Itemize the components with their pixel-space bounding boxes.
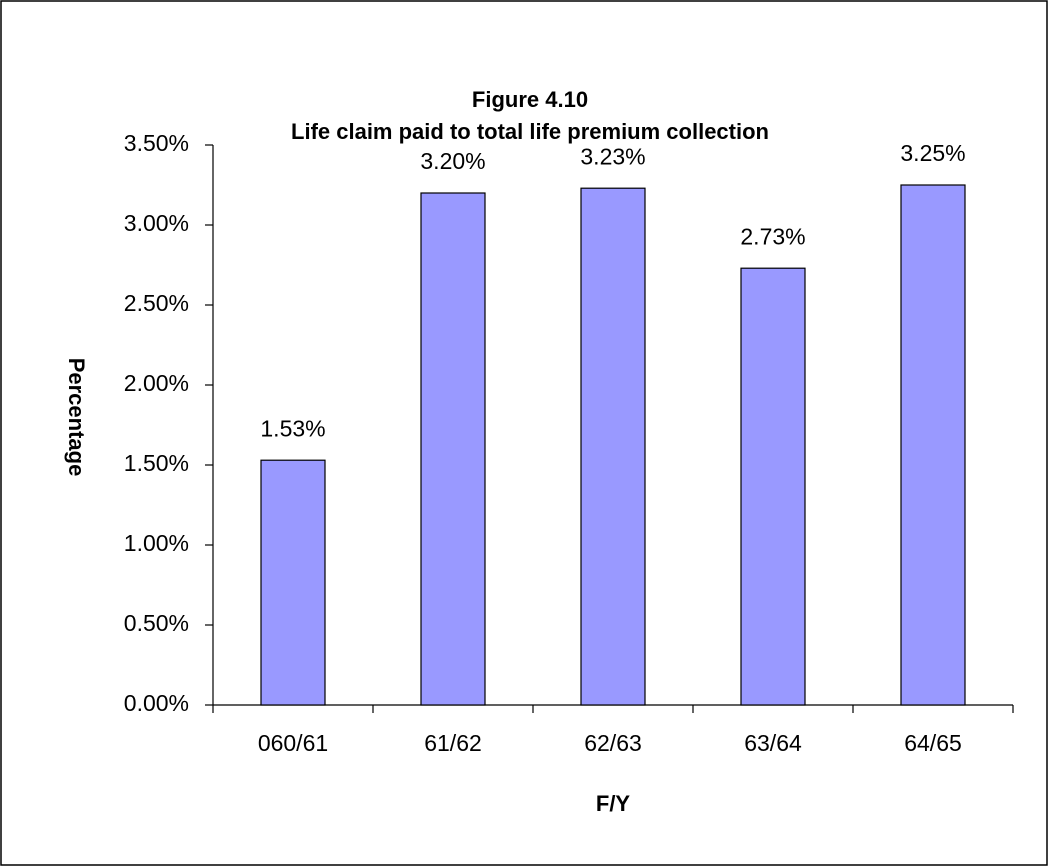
data-label: 3.23% [580,143,645,169]
x-tick-label: 61/62 [424,730,482,756]
data-label: 1.53% [260,415,325,441]
x-tick-label: 64/65 [904,730,962,756]
data-label: 2.73% [740,223,805,249]
data-label: 3.20% [420,148,485,174]
x-tick-label: 63/64 [744,730,802,756]
bar [420,192,486,706]
bar [260,459,326,706]
bar [740,267,806,706]
chart-subtitle: Life claim paid to total life premium co… [291,119,769,144]
x-tick-label: 060/61 [258,730,328,756]
x-tick-label: 62/63 [584,730,642,756]
y-tick-label: 2.50% [124,290,189,316]
data-label: 3.25% [900,140,965,166]
bar [900,184,966,706]
y-tick-label: 1.50% [124,450,189,476]
y-tick-label: 0.50% [124,610,189,636]
y-tick-label: 0.00% [124,690,189,716]
y-tick-label: 1.00% [124,530,189,556]
y-axis-title: Percentage [64,358,89,477]
y-tick-label: 2.00% [124,370,189,396]
x-axis-title: F/Y [596,791,631,816]
chart-title: Figure 4.10 [472,87,588,112]
y-tick-label: 3.50% [124,130,189,156]
bar [580,187,646,706]
y-tick-label: 3.00% [124,210,189,236]
